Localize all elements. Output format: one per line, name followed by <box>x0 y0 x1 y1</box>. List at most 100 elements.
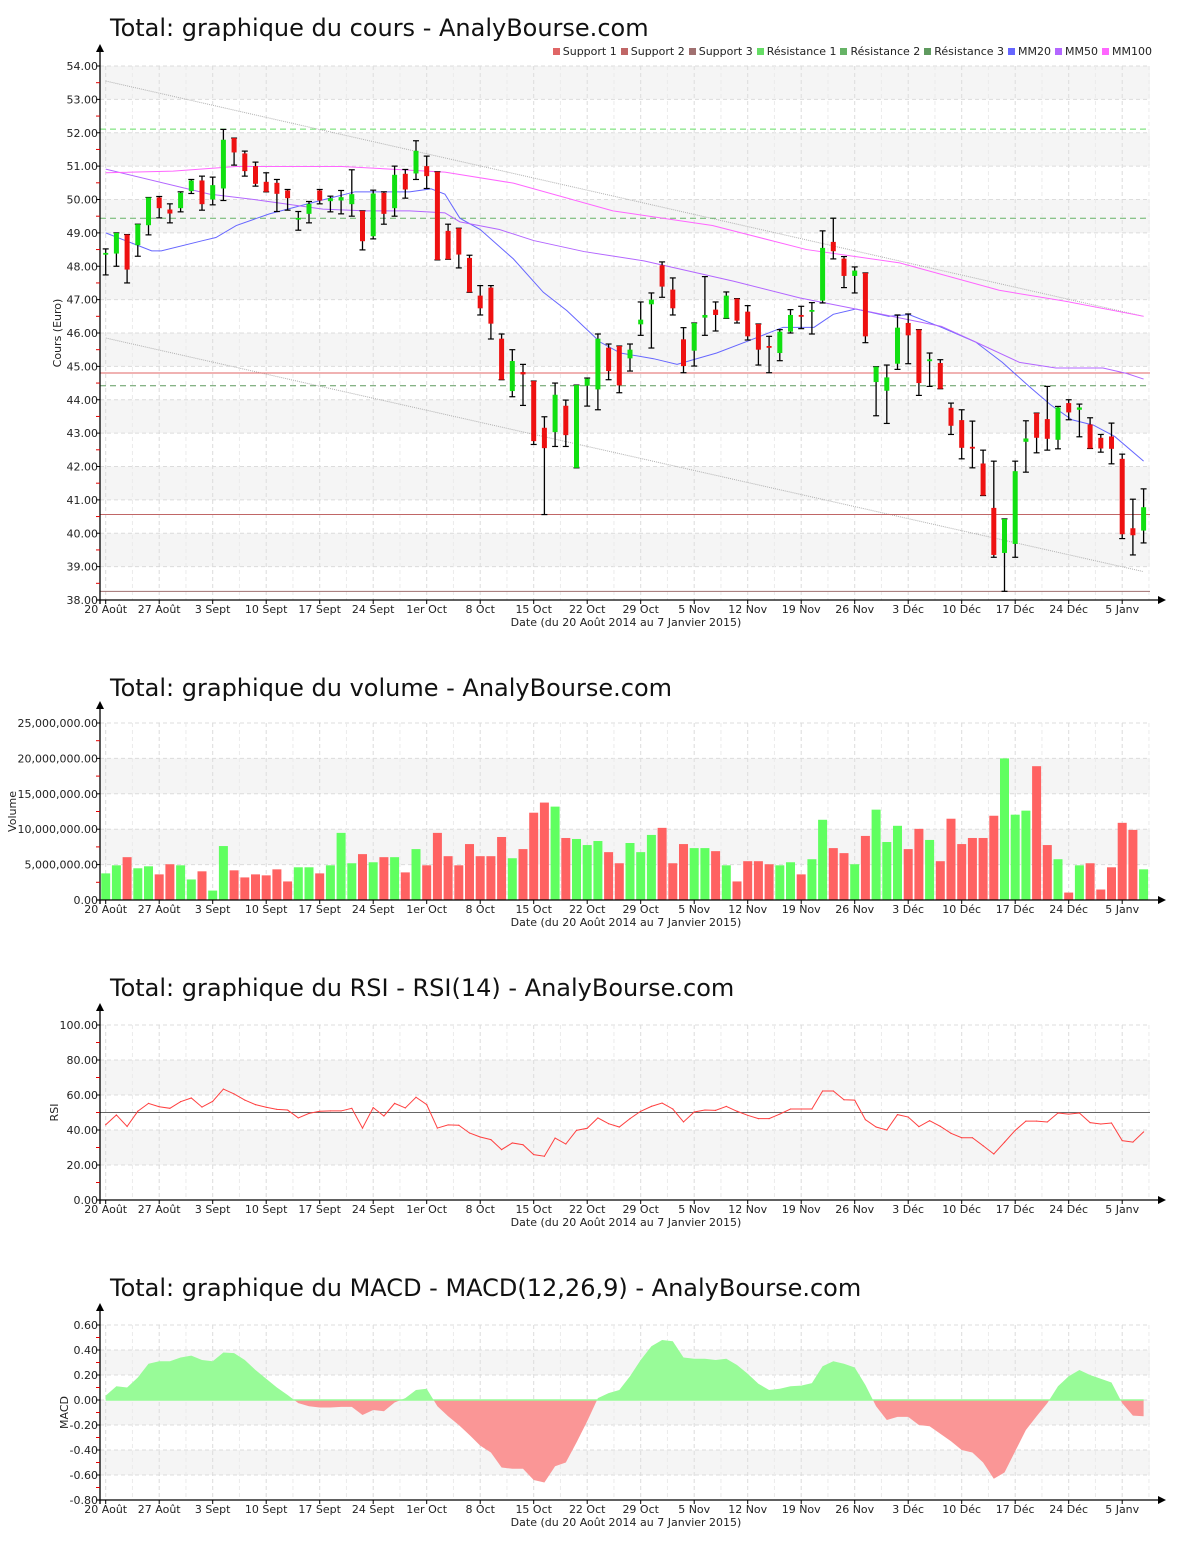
rsi-point <box>768 1118 770 1120</box>
macd-area-negative <box>105 1400 1144 1483</box>
rsi-point <box>629 1118 631 1120</box>
candle <box>338 189 345 215</box>
volume-bar <box>111 865 121 900</box>
candle <box>466 254 473 293</box>
y-tick-label: 52.00 <box>67 127 99 140</box>
candle <box>883 364 890 425</box>
x-tick-label: 3 Déc <box>892 603 924 616</box>
candle <box>1065 399 1072 421</box>
rsi-point <box>618 1126 620 1128</box>
candle-body <box>424 166 430 177</box>
candle <box>1129 498 1136 556</box>
volume-bar <box>240 877 250 900</box>
rsi-point <box>864 1119 867 1121</box>
candle-body <box>156 197 162 209</box>
volume-bar <box>646 834 656 900</box>
volume-bar <box>989 815 999 900</box>
y-axis-arrow-icon <box>96 1303 104 1311</box>
legend-label: MM20 <box>1018 45 1052 58</box>
volume-bar <box>636 852 646 900</box>
rsi-point <box>479 1136 481 1138</box>
volume-bar <box>186 879 196 900</box>
legend-item-mm20: MM20 <box>1008 45 1051 58</box>
legend-label: Support 3 <box>698 45 753 58</box>
volume-bar <box>443 856 453 900</box>
y-tick-label: 20,000,000.00 <box>18 752 98 765</box>
candle-body <box>467 257 472 293</box>
candle <box>1140 488 1147 544</box>
x-tick-label: 27 Août <box>138 603 182 616</box>
candle <box>1044 385 1051 451</box>
volume-bar <box>1074 865 1084 900</box>
volume-bar <box>1107 867 1116 900</box>
volume-bar <box>251 874 260 900</box>
rsi-point <box>1121 1140 1123 1142</box>
candle-body <box>563 405 569 436</box>
rsi-point <box>811 1108 813 1110</box>
x-tick-label: 10 Déc <box>942 603 981 616</box>
candle <box>830 217 837 260</box>
candle-body <box>370 193 376 237</box>
candle-body <box>884 377 890 391</box>
candle-body <box>1044 419 1050 439</box>
rsi-point <box>1003 1141 1006 1143</box>
y-tick-label: 44.00 <box>67 394 99 407</box>
candle-body <box>627 349 633 359</box>
volume-bar <box>475 856 485 900</box>
candle-body <box>755 323 761 350</box>
grid-band <box>100 266 1150 300</box>
volume-bar <box>432 832 442 900</box>
candle-body <box>509 361 515 392</box>
rsi-point <box>682 1121 685 1123</box>
candle <box>734 298 740 324</box>
candle <box>680 327 687 374</box>
volume-bar <box>700 848 710 900</box>
x-tick-label: 29 Oct <box>622 903 659 916</box>
candle-body <box>349 194 355 205</box>
candle-body <box>713 309 719 315</box>
x-tick-label: 24 Déc <box>1049 1203 1088 1216</box>
candle-body <box>360 210 365 242</box>
candle-body <box>317 190 323 201</box>
rsi-point <box>501 1149 503 1151</box>
volume-bar <box>1053 859 1063 900</box>
rsi-point <box>308 1112 310 1114</box>
candle-body <box>285 190 291 199</box>
x-tick-label: 17 Déc <box>996 903 1035 916</box>
y-tick-label: 40.00 <box>67 1124 99 1137</box>
volume-bar <box>1117 822 1127 900</box>
rsi-point <box>1143 1131 1145 1133</box>
candle-body <box>798 314 804 317</box>
x-tick-label: 15 Oct <box>515 1203 552 1216</box>
candle <box>477 285 484 316</box>
legend-swatch <box>840 48 848 55</box>
candle-body <box>402 173 408 190</box>
rsi-point <box>640 1110 642 1112</box>
volume-bar <box>957 844 967 900</box>
candle-body <box>392 174 398 209</box>
legend-item-resistance-3: Résistance 3 <box>924 45 1004 58</box>
x-tick-label: 24 Déc <box>1049 903 1088 916</box>
volume-bar <box>390 857 400 900</box>
candle-body <box>146 197 151 226</box>
candle <box>948 402 954 436</box>
rsi-point <box>650 1105 653 1107</box>
rsi-point <box>672 1108 674 1110</box>
candle-body <box>659 265 665 287</box>
candle-body <box>220 139 226 189</box>
x-tick-label: 10 Déc <box>942 1503 981 1516</box>
volume-bar <box>1085 863 1095 900</box>
rsi-point <box>126 1125 128 1128</box>
volume-bar <box>614 863 624 900</box>
candle-body <box>595 338 601 390</box>
volume-bar <box>1139 869 1149 900</box>
candle-body <box>1012 471 1018 544</box>
rsi-point <box>757 1118 760 1120</box>
y-tick-label: -0.20 <box>70 1419 98 1432</box>
rsi-point <box>939 1125 941 1127</box>
volume-bar <box>400 872 410 900</box>
y-tick-label: 48.00 <box>67 260 99 273</box>
candle-body <box>862 272 868 337</box>
y-tick-label: 100.00 <box>60 1019 99 1032</box>
candle <box>241 150 248 177</box>
